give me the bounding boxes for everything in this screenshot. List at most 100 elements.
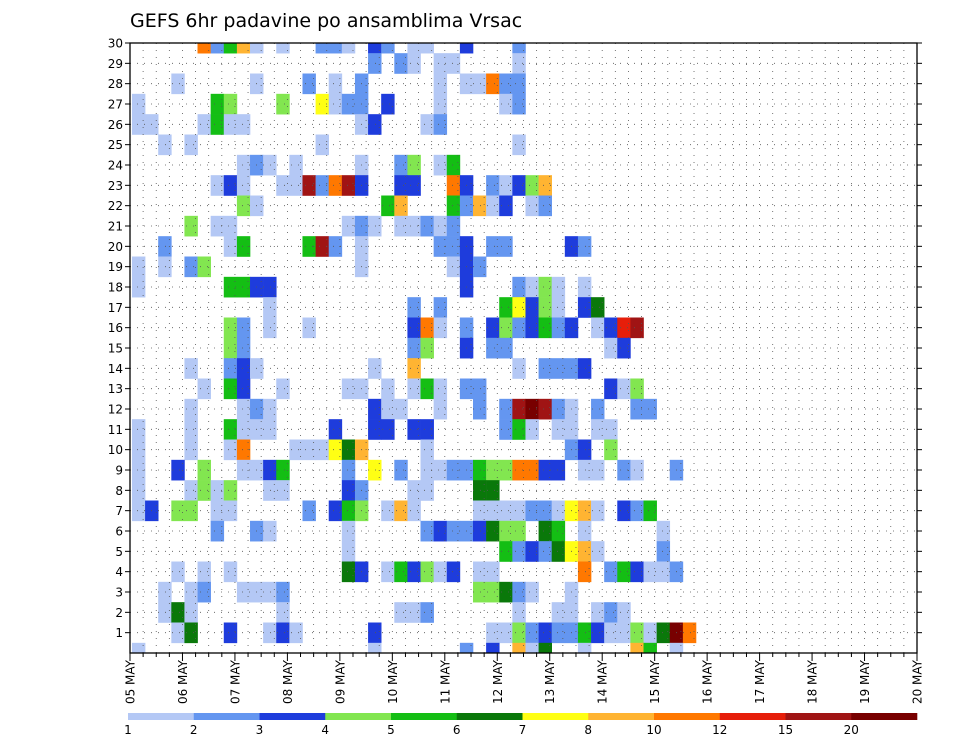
- x-tick-label: 13 MAY: [543, 659, 557, 704]
- heatmap-cell: [315, 134, 330, 156]
- x-tick-label: 11 MAY: [438, 659, 452, 704]
- heatmap-cell: [512, 53, 526, 74]
- heatmap-cell: [446, 459, 461, 481]
- heatmap-cell: [538, 541, 552, 562]
- heatmap-cell: [368, 459, 382, 481]
- heatmap-cell: [525, 622, 539, 644]
- heatmap-cell: [236, 175, 251, 196]
- heatmap-cell: [276, 622, 290, 644]
- heatmap-cell: [223, 439, 238, 461]
- heatmap-cell: [433, 73, 448, 95]
- y-tick-label: 19: [108, 260, 123, 274]
- heatmap-cell: [577, 459, 592, 481]
- heatmap-cell: [381, 43, 395, 54]
- heatmap-cell: [656, 561, 671, 583]
- heatmap-cell: [394, 154, 408, 176]
- heatmap-cell: [512, 43, 526, 54]
- heatmap-cell: [171, 602, 185, 623]
- heatmap-cell: [197, 561, 211, 583]
- heatmap-cell: [499, 236, 513, 257]
- heatmap-cell: [512, 602, 526, 623]
- x-tick-label: 20 MAY: [911, 659, 925, 704]
- heatmap-cell: [630, 398, 644, 420]
- heatmap-cell: [630, 317, 644, 339]
- heatmap-cell: [591, 419, 605, 440]
- heatmap-cell: [591, 459, 605, 481]
- heatmap-cell: [394, 561, 408, 583]
- heatmap-cell: [184, 581, 198, 603]
- heatmap-cell: [223, 378, 238, 400]
- heatmap-cell: [328, 73, 343, 95]
- heatmap-cell: [302, 175, 316, 196]
- y-tick-label: 9: [115, 464, 123, 478]
- heatmap-cell: [407, 317, 421, 339]
- heatmap-cell: [197, 256, 211, 278]
- heatmap-cell: [538, 276, 552, 298]
- legend-tick-label: 15: [778, 723, 793, 737]
- heatmap-cell: [236, 439, 251, 461]
- heatmap-cell: [551, 541, 566, 562]
- heatmap-cell: [459, 43, 474, 54]
- legend-swatch: [851, 713, 918, 720]
- heatmap-cell: [512, 581, 526, 603]
- x-axis: 05 MAY 06 MAY 07 MAY 08 MAY 09 MAY 10 MAY 11 M…: [124, 653, 925, 704]
- heatmap-cell: [538, 358, 552, 379]
- legend-tick-label: 1: [124, 723, 132, 737]
- heatmap-cell: [171, 622, 185, 644]
- heatmap-cell: [669, 642, 684, 654]
- heatmap-cell: [473, 459, 487, 481]
- heatmap-cell: [236, 43, 251, 54]
- heatmap-cell: [538, 622, 552, 644]
- heatmap-cell: [473, 398, 487, 420]
- legend-swatch: [391, 713, 458, 720]
- heatmap-cell: [131, 256, 146, 278]
- heatmap-cell: [328, 43, 343, 54]
- y-tick-label: 30: [108, 37, 123, 51]
- y-tick-label: 12: [108, 403, 123, 417]
- heatmap-cell: [236, 337, 251, 359]
- heatmap-cell: [433, 398, 448, 420]
- heatmap-cell: [263, 622, 277, 644]
- heatmap-cell: [538, 459, 552, 481]
- heatmap-cell: [525, 317, 539, 339]
- heatmap-cell: [499, 459, 513, 481]
- heatmap-cell: [276, 459, 290, 481]
- heatmap-cell: [394, 500, 408, 522]
- heatmap-cell: [394, 53, 408, 74]
- heatmap-cell: [433, 520, 448, 542]
- heatmap-cell: [512, 459, 526, 481]
- legend-tick-label: 2: [190, 723, 198, 737]
- heatmap-cell: [420, 439, 434, 461]
- y-tick-label: 25: [108, 138, 123, 152]
- heatmap-cell: [407, 53, 421, 74]
- heatmap-cell: [407, 480, 421, 501]
- heatmap-cell: [394, 602, 408, 623]
- heatmap-cell: [381, 195, 395, 217]
- y-tick-label: 14: [108, 362, 123, 376]
- y-tick-label: 16: [108, 321, 123, 335]
- heatmap-cell: [433, 297, 448, 318]
- heatmap-cell: [420, 602, 434, 623]
- heatmap-cell: [473, 581, 487, 603]
- y-tick-label: 11: [108, 423, 123, 437]
- heatmap-cell: [368, 215, 382, 237]
- heatmap-cell: [538, 175, 552, 196]
- heatmap-cell: [131, 642, 146, 654]
- heatmap-cell: [131, 114, 146, 135]
- y-tick-label: 13: [108, 382, 123, 396]
- heatmap-cell: [499, 581, 513, 603]
- heatmap-cell: [263, 398, 277, 420]
- heatmap-cell: [538, 642, 552, 654]
- x-tick-label: 10 MAY: [386, 659, 400, 704]
- heatmap-cell: [394, 459, 408, 481]
- heatmap-cell: [302, 500, 316, 522]
- heatmap-cell: [551, 297, 566, 318]
- heatmap-cell: [197, 459, 211, 481]
- heatmap-cell: [184, 398, 198, 420]
- legend-swatch: [654, 713, 721, 720]
- heatmap-cell: [512, 134, 526, 156]
- legend-tick-label: 12: [712, 723, 727, 737]
- heatmap-cell: [486, 317, 500, 339]
- heatmap-cell: [420, 317, 434, 339]
- heatmap-cell: [630, 622, 644, 644]
